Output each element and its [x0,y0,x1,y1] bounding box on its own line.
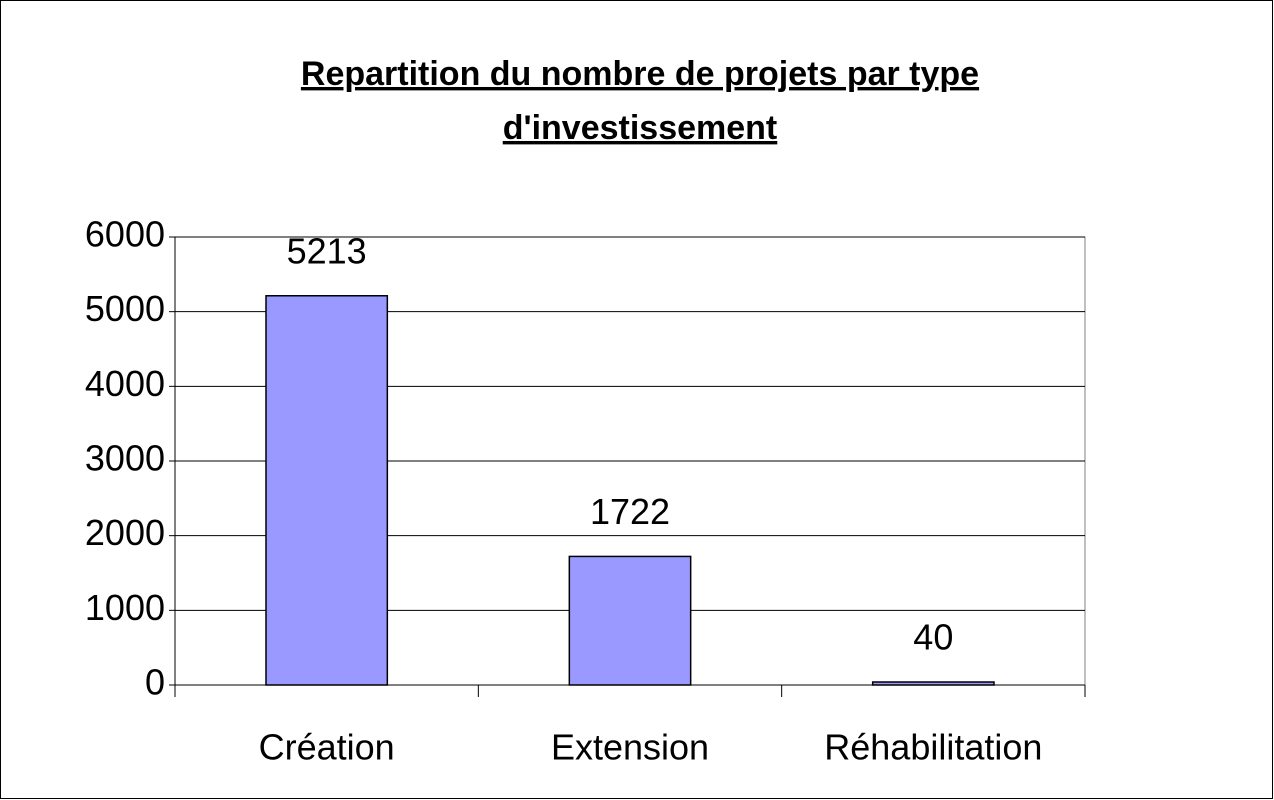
chart-title: Repartition du nombre de projets par typ… [301,55,979,93]
y-tick-label: 0 [145,662,165,703]
x-tick-label: Création [259,727,395,768]
y-tick-label: 5000 [85,288,165,329]
data-label: 1722 [590,491,670,532]
bar [871,681,995,686]
bar [265,295,389,686]
y-tick-label: 4000 [85,363,165,404]
x-tick-label: Réhabilitation [824,727,1042,768]
y-tick-label: 6000 [85,214,165,255]
data-label: 40 [913,617,953,658]
chart-title: d'investissement [503,109,778,147]
y-tick-label: 1000 [85,587,165,628]
data-label: 5213 [287,230,367,271]
bar [568,555,692,686]
y-tick-label: 3000 [85,438,165,479]
y-tick-label: 2000 [85,512,165,553]
x-tick-label: Extension [551,727,709,768]
